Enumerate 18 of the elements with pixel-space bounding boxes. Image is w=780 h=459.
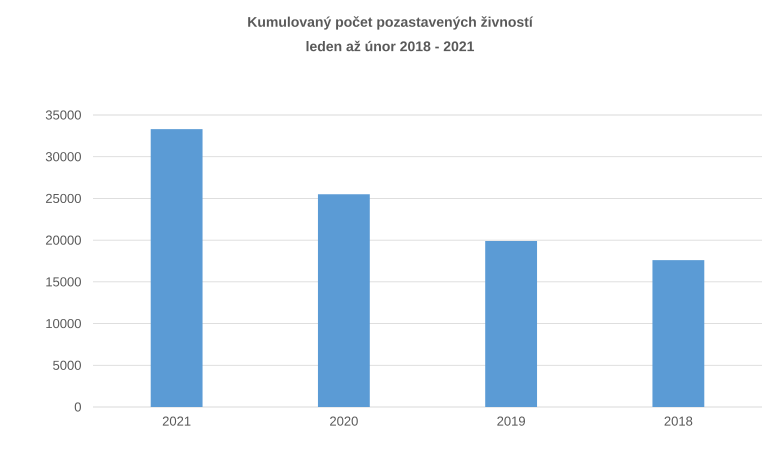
chart-subtitle: leden až únor 2018 - 2021 bbox=[306, 40, 474, 52]
bar bbox=[485, 240, 538, 407]
y-tick-label: 15000 bbox=[46, 277, 81, 286]
y-tick-label: 25000 bbox=[46, 194, 81, 204]
y-tick-label: 35000 bbox=[46, 110, 81, 120]
y-tick-label: 5000 bbox=[53, 360, 81, 370]
x-tick-label: 2020 bbox=[330, 416, 358, 426]
x-tick-label: 2019 bbox=[497, 416, 525, 426]
bar bbox=[652, 260, 704, 407]
y-tick-label: 10000 bbox=[46, 318, 81, 328]
x-tick-label: 2018 bbox=[664, 416, 692, 426]
x-tick-label: 2021 bbox=[162, 416, 190, 426]
bar bbox=[150, 129, 203, 407]
y-tick-label: 30000 bbox=[46, 152, 81, 162]
chart-title: Kumulovaný počet pozastavených živností bbox=[248, 16, 534, 30]
y-tick-label: 0 bbox=[74, 402, 81, 412]
y-tick-label: 20000 bbox=[46, 236, 81, 245]
bar bbox=[318, 194, 370, 407]
